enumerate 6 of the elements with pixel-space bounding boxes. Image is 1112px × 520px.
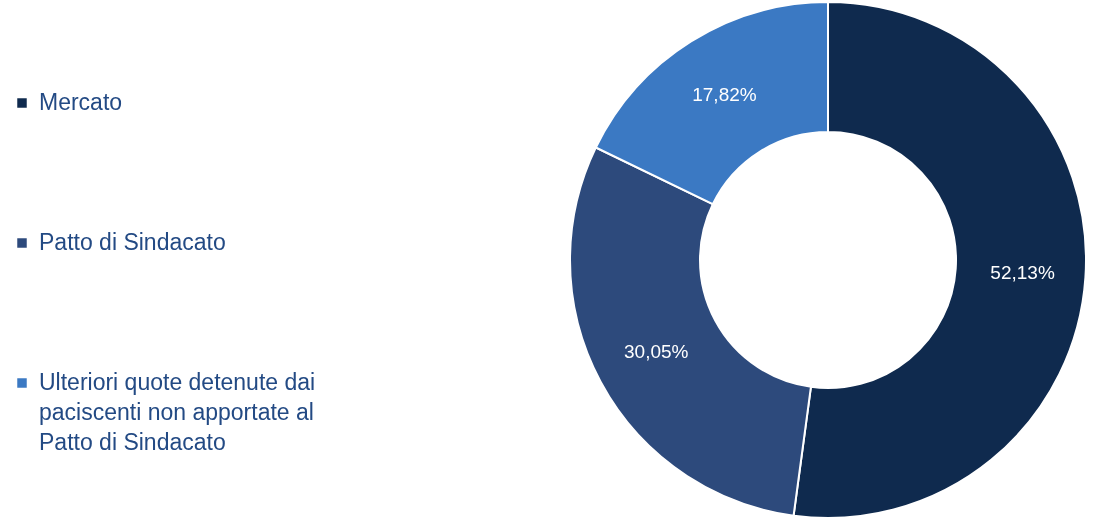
data-label: 52,13%: [990, 262, 1055, 284]
legend-label: Ulteriori quote detenute dai paciscenti non apportate al Patto di Sindacato: [39, 369, 316, 455]
legend-label: Patto di Sindacato: [39, 229, 226, 255]
data-label: 30,05%: [623, 341, 689, 363]
data-label: 17,82%: [692, 83, 757, 105]
legend-label: Mercato: [39, 89, 123, 115]
